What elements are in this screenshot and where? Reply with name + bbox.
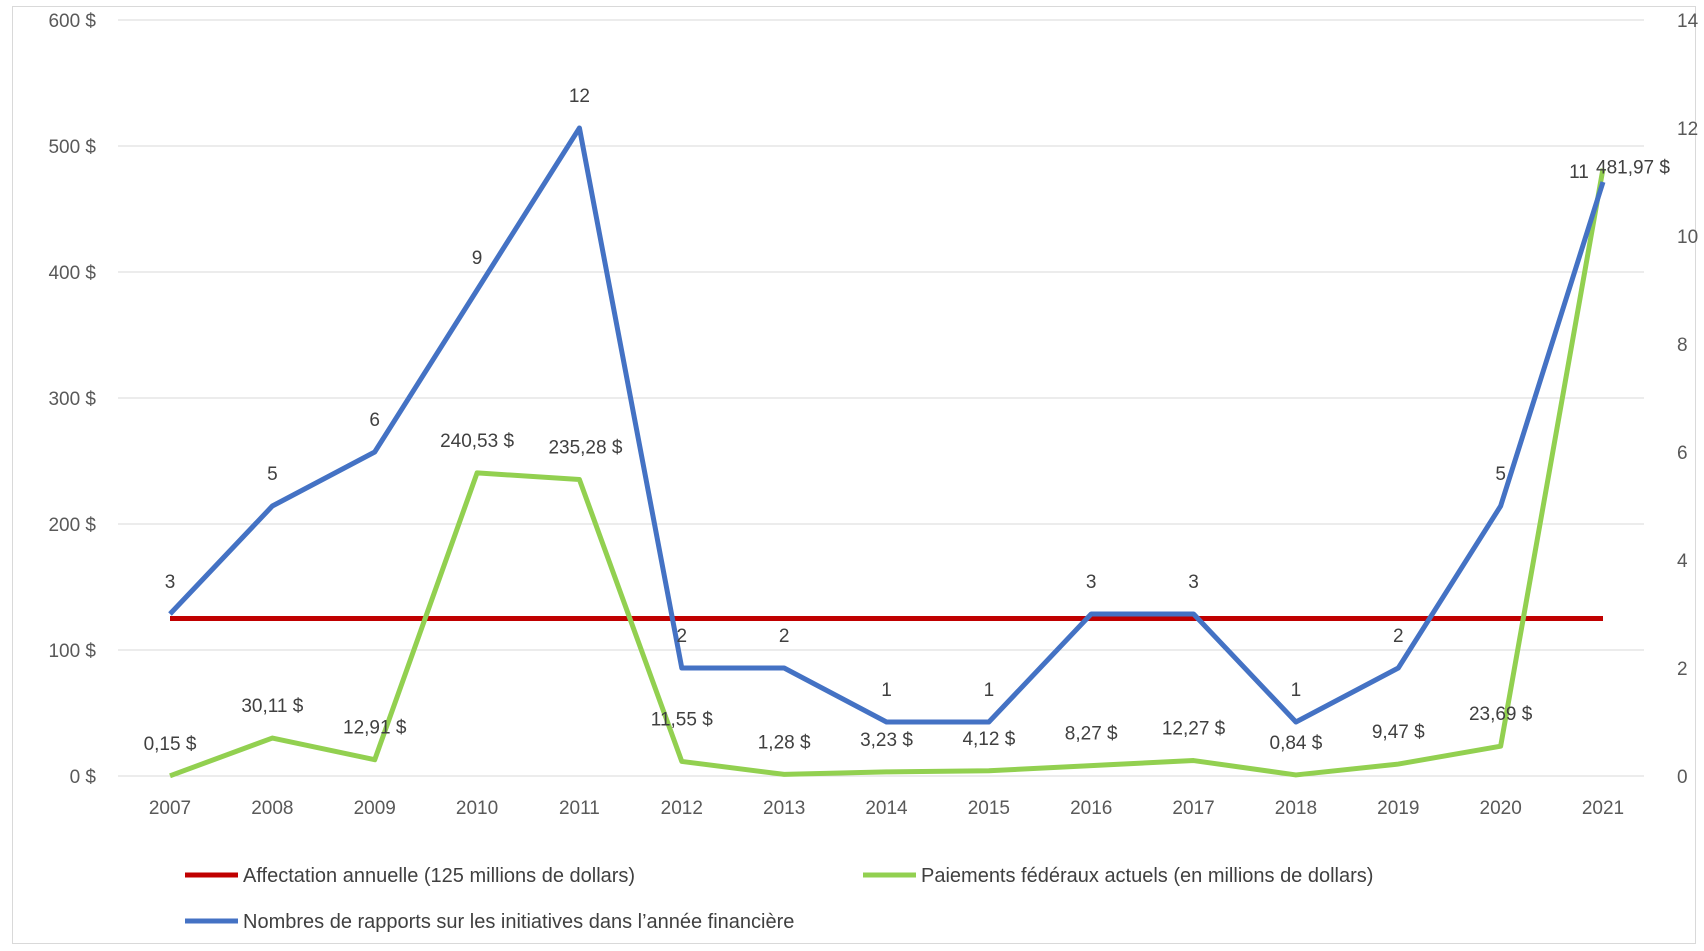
data-labels: 0,15 $ 30,11 $ 12,91 $ 240,53 $ 235,28 $ 11,5… [144,86,1671,755]
data-label: 2 [1393,626,1404,647]
data-label: 0,15 $ [144,734,197,755]
data-label: 3,23 $ [860,730,913,751]
data-label: 1 [881,680,892,701]
y-axis-left: 0 $ 100 $ 200 $ 300 $ 400 $ 500 $ 600 $ [48,11,96,788]
data-label: 8,27 $ [1065,724,1118,745]
x-tick-label: 2009 [354,798,396,819]
legend-label-rapports: Nombres de rapports sur les initiatives … [243,911,794,933]
legend-label-affectation: Affectation annuelle (125 millions de do… [243,865,635,887]
legend-item-affectation[interactable]: Affectation annuelle (125 millions de do… [185,865,635,887]
x-tick-label: 2007 [149,798,191,819]
y-right-tick-label: 8 [1677,335,1688,356]
x-tick-label: 2017 [1172,798,1214,819]
y-left-tick-label: 600 $ [48,11,96,32]
y-right-tick-label: 0 [1677,767,1688,788]
x-tick-label: 2010 [456,798,498,819]
gridlines [118,19,1644,777]
data-label: 2 [779,626,790,647]
y-left-tick-label: 300 $ [48,389,96,410]
y-left-tick-label: 200 $ [48,515,96,536]
y-right-tick-label: 10 [1677,227,1698,248]
x-tick-label: 2021 [1582,798,1624,819]
x-tick-label: 2016 [1070,798,1112,819]
data-label: 6 [369,410,380,431]
data-label: 11 [1569,162,1589,183]
data-label: 0,84 $ [1270,733,1323,754]
data-label: 12 [569,86,590,107]
data-label: 11,55 $ [651,709,713,730]
y-right-tick-label: 6 [1677,443,1688,464]
legend-item-paiements[interactable]: Paiements fédéraux actuels (en millions … [863,865,1373,887]
chart-frame [12,6,1696,944]
x-tick-label: 2020 [1480,798,1522,819]
x-tick-label: 2019 [1377,798,1419,819]
legend-item-rapports[interactable]: Nombres de rapports sur les initiatives … [185,911,794,933]
data-label: 9 [472,248,483,269]
data-label: 1 [1291,680,1302,701]
data-label: 3 [1188,572,1199,593]
legend-label-paiements: Paiements fédéraux actuels (en millions … [921,865,1373,887]
legend: Affectation annuelle (125 millions de do… [185,865,1373,933]
y-right-tick-label: 12 [1677,119,1698,140]
x-tick-label: 2013 [763,798,805,819]
data-label: 3 [165,572,176,593]
series-line-2 [168,125,1606,725]
x-tick-label: 2008 [251,798,293,819]
y-right-tick-label: 2 [1677,659,1688,680]
data-label: 9,47 $ [1372,722,1425,743]
data-label: 5 [1495,464,1506,485]
data-label: 23,69 $ [1469,704,1533,725]
y-left-tick-label: 500 $ [48,137,96,158]
x-tick-label: 2014 [865,798,908,819]
data-label: 1,28 $ [758,732,811,753]
data-label: 2 [676,626,687,647]
data-label: 4,12 $ [962,729,1015,750]
y-left-tick-label: 100 $ [48,641,96,662]
y-right-tick-label: 4 [1677,551,1688,572]
data-label: 12,27 $ [1162,719,1226,740]
y-right-tick-label: 14 [1677,11,1699,32]
series-lines [168,125,1606,779]
data-label: 3 [1086,572,1097,593]
series-line-1 [169,168,1606,779]
y-left-tick-label: 0 $ [70,767,97,788]
x-tick-label: 2018 [1275,798,1317,819]
data-label: 12,91 $ [343,718,407,739]
data-label: 481,97 $ [1596,158,1670,179]
data-label: 240,53 $ [440,431,514,452]
data-label: 1 [984,680,995,701]
x-axis: 2007 2008 2009 2010 2011 2012 2013 2014 2015 2016… [149,798,1624,819]
x-tick-label: 2011 [559,798,600,819]
x-tick-label: 2015 [968,798,1010,819]
data-label: 5 [267,464,278,485]
y-left-tick-label: 400 $ [48,263,96,284]
data-label: 235,28 $ [548,438,622,459]
data-label: 30,11 $ [241,696,303,717]
x-tick-label: 2012 [661,798,703,819]
y-axis-right: 0 2 4 6 8 10 12 14 [1677,11,1699,788]
